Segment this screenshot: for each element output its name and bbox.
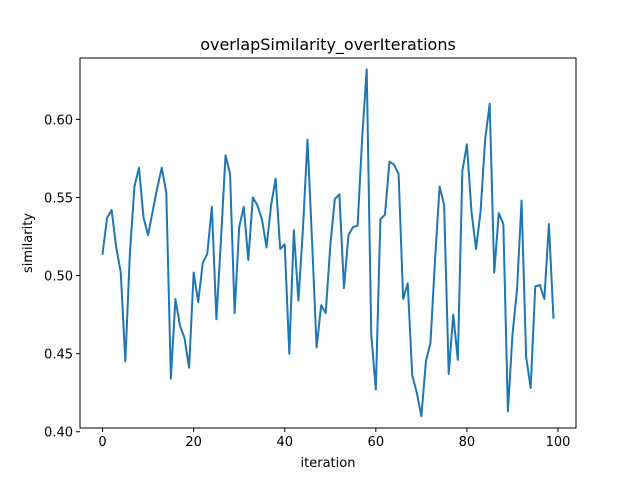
x-axis: 0 20 40 60 80 100 <box>98 428 570 450</box>
x-tick-label: 20 <box>185 435 202 450</box>
series-layer <box>101 68 555 418</box>
plot-frame <box>79 57 577 429</box>
y-axis-title: similarity <box>21 213 36 273</box>
series-line <box>101 68 555 418</box>
plot-area <box>80 58 576 428</box>
y-tick-label: 0.50 <box>44 270 73 285</box>
y-axis: 0.40 0.45 0.50 0.55 0.60 <box>44 113 80 441</box>
x-tick-label: 100 <box>546 435 571 450</box>
chart-title: overlapSimilarity_overIterations <box>200 35 456 55</box>
y-tick-label: 0.45 <box>44 348 73 363</box>
x-tick-label: 60 <box>368 435 385 450</box>
x-axis-title: iteration <box>301 456 356 471</box>
y-tick-label: 0.60 <box>44 113 73 128</box>
y-tick-label: 0.55 <box>44 191 73 206</box>
x-tick-label: 0 <box>98 435 106 450</box>
x-tick-label: 80 <box>459 435 476 450</box>
x-tick-label: 40 <box>276 435 293 450</box>
y-tick-label: 0.40 <box>44 426 73 441</box>
